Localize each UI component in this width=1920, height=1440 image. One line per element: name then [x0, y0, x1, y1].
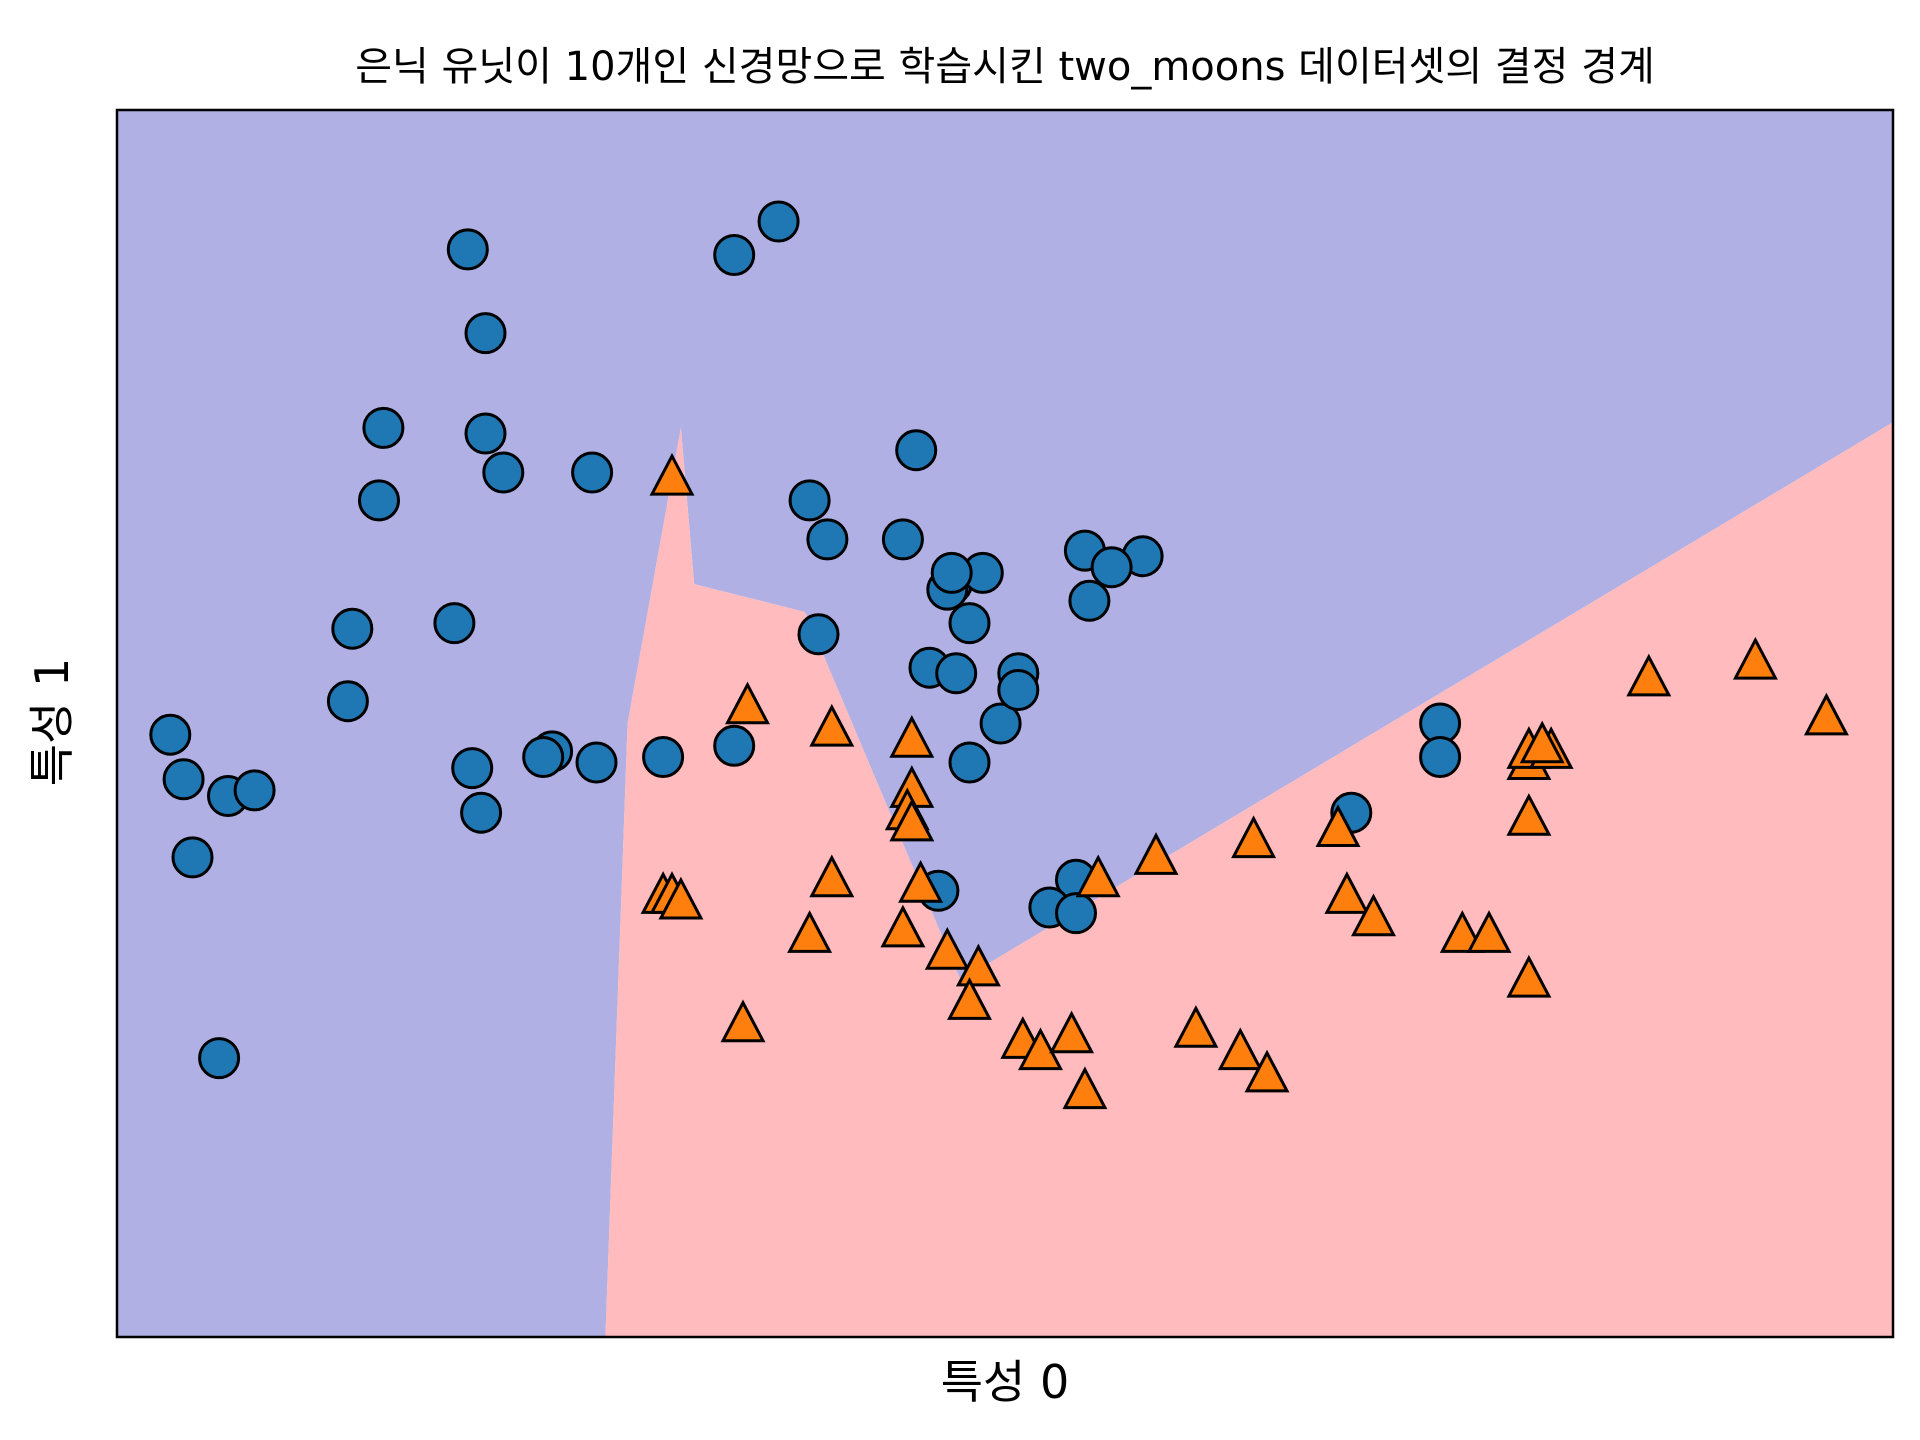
class-1-point: [898, 859, 944, 903]
class-0-point: [446, 228, 489, 271]
class-0-point: [433, 602, 476, 645]
class-0-point: [149, 713, 192, 756]
class-1-point: [720, 999, 766, 1043]
class-0-point: [788, 479, 831, 522]
class-1-point: [1018, 1027, 1063, 1071]
class-1-point: [1506, 793, 1552, 836]
class-0-point: [326, 680, 369, 723]
class-0-point: [171, 836, 214, 879]
class-0-point: [642, 736, 685, 778]
class-0-point: [935, 652, 978, 695]
class-1-point: [1231, 815, 1277, 859]
class-1-point: [787, 910, 833, 953]
class-1-point: [649, 452, 695, 496]
class-1-point: [947, 977, 992, 1020]
class-1-point: [1324, 871, 1370, 914]
class-1-point: [1439, 910, 1485, 953]
class-1-point: [1315, 804, 1361, 847]
class-0-point: [930, 551, 973, 594]
plot-frame: [115, 108, 1895, 1339]
class-0-point: [482, 451, 525, 494]
class-1-point: [880, 904, 926, 948]
data-points: [149, 200, 1849, 1110]
class-0-point: [881, 518, 924, 561]
class-1-point: [924, 926, 970, 970]
class-0-point: [362, 406, 405, 449]
class-1-point: [1466, 910, 1512, 953]
class-0-point: [575, 741, 618, 784]
class-1-point: [1173, 1005, 1219, 1048]
class-0-point: [806, 518, 849, 561]
class-1-point: [1351, 893, 1396, 937]
class-1-point: [1506, 954, 1552, 998]
class-0-point: [1419, 736, 1462, 778]
class-0-point: [797, 613, 840, 656]
class-0-point: [713, 724, 756, 767]
class-1-point: [955, 943, 1001, 987]
class-1-point: [889, 798, 935, 842]
class-0-point: [464, 312, 507, 355]
class-1-point: [1217, 1027, 1263, 1071]
class-1-point: [1244, 1049, 1290, 1093]
class-0-point: [331, 607, 374, 650]
class-0-point: [1090, 546, 1133, 589]
class-0-point: [948, 602, 991, 645]
class-1-point: [1803, 692, 1849, 736]
class-0-point: [948, 741, 991, 784]
class-0-point: [1055, 892, 1097, 935]
class-1-point: [1049, 1010, 1095, 1054]
class-1-point: [809, 703, 855, 747]
class-1-point: [658, 876, 704, 920]
class-0-point: [997, 669, 1040, 711]
class-0-point: [358, 479, 400, 522]
class-0-point: [895, 429, 938, 472]
class-0-point: [162, 758, 205, 801]
x-axis-label: 특성 0: [941, 1355, 1070, 1409]
class-0-point: [464, 412, 507, 455]
class-1-point: [725, 681, 770, 725]
decision-region-class-1: [605, 422, 1893, 1337]
class-1-point: [809, 854, 855, 898]
class-1-point: [889, 714, 935, 758]
class-0-point: [571, 451, 614, 494]
class-0-point: [757, 200, 800, 243]
chart-title: 은닉 유닛이 10개인 신경망으로 학습시킨 two_moons 데이터셋의 결…: [355, 44, 1655, 90]
y-axis-label: 특성 1: [25, 658, 79, 787]
class-1-point: [1626, 653, 1672, 697]
class-0-point: [979, 702, 1022, 745]
class-0-point: [522, 736, 565, 778]
class-0-point: [713, 234, 756, 276]
class-0-point: [198, 1037, 241, 1080]
class-0-point: [233, 769, 276, 812]
class-1-point: [1075, 854, 1121, 898]
class-0-point: [460, 791, 503, 834]
class-1-point: [1519, 720, 1565, 764]
class-1-point: [1732, 636, 1778, 680]
class-0-point: [451, 747, 494, 790]
class-0-point: [1068, 579, 1111, 622]
class-1-point: [1133, 832, 1179, 875]
class-1-point: [1062, 1066, 1108, 1110]
